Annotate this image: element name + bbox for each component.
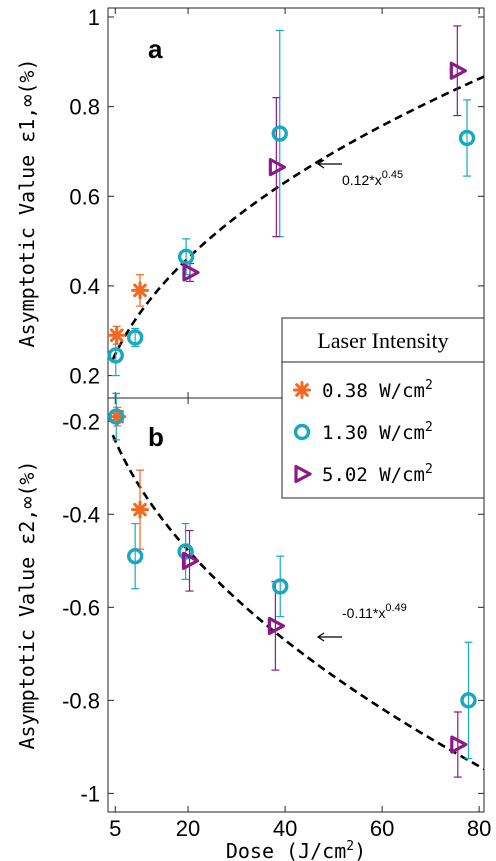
xtick-label: 60 bbox=[370, 816, 394, 841]
panel-a-point-1.30 bbox=[126, 329, 144, 346]
x-axis-title: Dose (J/cm2) bbox=[226, 839, 366, 861]
panel-b-fit-label: -0.11*x0.49 bbox=[342, 602, 407, 621]
panel-b-point-5.02 bbox=[267, 616, 285, 636]
panel-b-point-0.38 bbox=[131, 500, 150, 519]
panel-a-point-1.30 bbox=[107, 347, 124, 364]
panel-b-point-5.02 bbox=[450, 735, 468, 754]
panel-a-letter: a bbox=[148, 34, 163, 64]
panel-b-letter: b bbox=[148, 422, 164, 452]
legend-marker-0.38 bbox=[293, 381, 311, 399]
panel-a-point-5.02 bbox=[182, 263, 200, 282]
text-layer: 0.2 0.4 0.6 0.8 1 a Asymptotic Value ε1,∞(%) 0.… bbox=[15, 5, 491, 861]
panel-a-point-5.02 bbox=[268, 158, 286, 177]
xtick-label: 5 bbox=[109, 816, 121, 841]
data-layer bbox=[107, 25, 484, 778]
panel-a-fit-label: 0.12*x0.45 bbox=[342, 169, 403, 188]
legend: Laser Intensity 0.38 W/cm2 1.30 W/cm2 5.02 … bbox=[281, 317, 485, 499]
panel-a-fit-arrowhead bbox=[316, 159, 325, 169]
panel-a-point-0.38 bbox=[131, 281, 150, 300]
panel-a-point-1.30 bbox=[177, 248, 195, 265]
legend-entry-0.38: 0.38 W/cm2 bbox=[322, 378, 433, 402]
panel-b-point-1.30 bbox=[126, 547, 144, 565]
panel-a-point-0.38 bbox=[107, 326, 126, 345]
panel-b-ytick-label: -0.4 bbox=[62, 502, 100, 527]
xtick-label: 40 bbox=[273, 816, 297, 841]
panel-b-fit-arrowhead bbox=[316, 632, 325, 642]
panel-b-point-5.02 bbox=[181, 551, 200, 570]
panel-a-fit-curve bbox=[111, 75, 484, 360]
panel-b-point-1.30 bbox=[177, 543, 194, 560]
panel-b-point-1.30 bbox=[460, 692, 477, 709]
panel-a-ytick-label: 1 bbox=[88, 5, 100, 30]
panel-b-point-1.30 bbox=[108, 408, 125, 425]
panel-b-ytick-label: -0.8 bbox=[62, 688, 100, 713]
legend-marker-1.30 bbox=[293, 423, 311, 441]
panel-b-ytick-label: -0.6 bbox=[62, 595, 100, 620]
xtick-label: 20 bbox=[176, 816, 200, 841]
legend-title: Laser Intensity bbox=[317, 328, 448, 353]
legend-entry-5.02: 5.02 W/cm2 bbox=[322, 462, 433, 486]
panel-a-ytick-label: 0.2 bbox=[69, 364, 100, 389]
panel-a-point-1.30 bbox=[458, 129, 476, 147]
panel-b-ytick-label: -0.2 bbox=[62, 409, 100, 434]
panel-a-point-5.02 bbox=[449, 61, 467, 80]
xtick-label: 80 bbox=[467, 816, 491, 841]
legend-marker-5.02 bbox=[294, 464, 312, 484]
panel-b-ytick-label: -1 bbox=[80, 781, 100, 806]
panel-b-fit-curve bbox=[111, 434, 484, 771]
panel-b-ylabel: Asymptotic Value ε2,∞(%) bbox=[15, 461, 39, 750]
legend-entry-1.30: 1.30 W/cm2 bbox=[322, 420, 433, 444]
panel-a-ylabel: Asymptotic Value ε1,∞(%) bbox=[15, 59, 39, 348]
legend-box bbox=[281, 317, 485, 499]
panel-a-ytick-label: 0.4 bbox=[69, 274, 100, 299]
panel-a-point-1.30 bbox=[271, 125, 288, 142]
panel-b-point-1.30 bbox=[272, 578, 289, 595]
panel-a-ytick-label: 0.6 bbox=[69, 184, 100, 209]
panel-a-ytick-label: 0.8 bbox=[69, 95, 100, 120]
